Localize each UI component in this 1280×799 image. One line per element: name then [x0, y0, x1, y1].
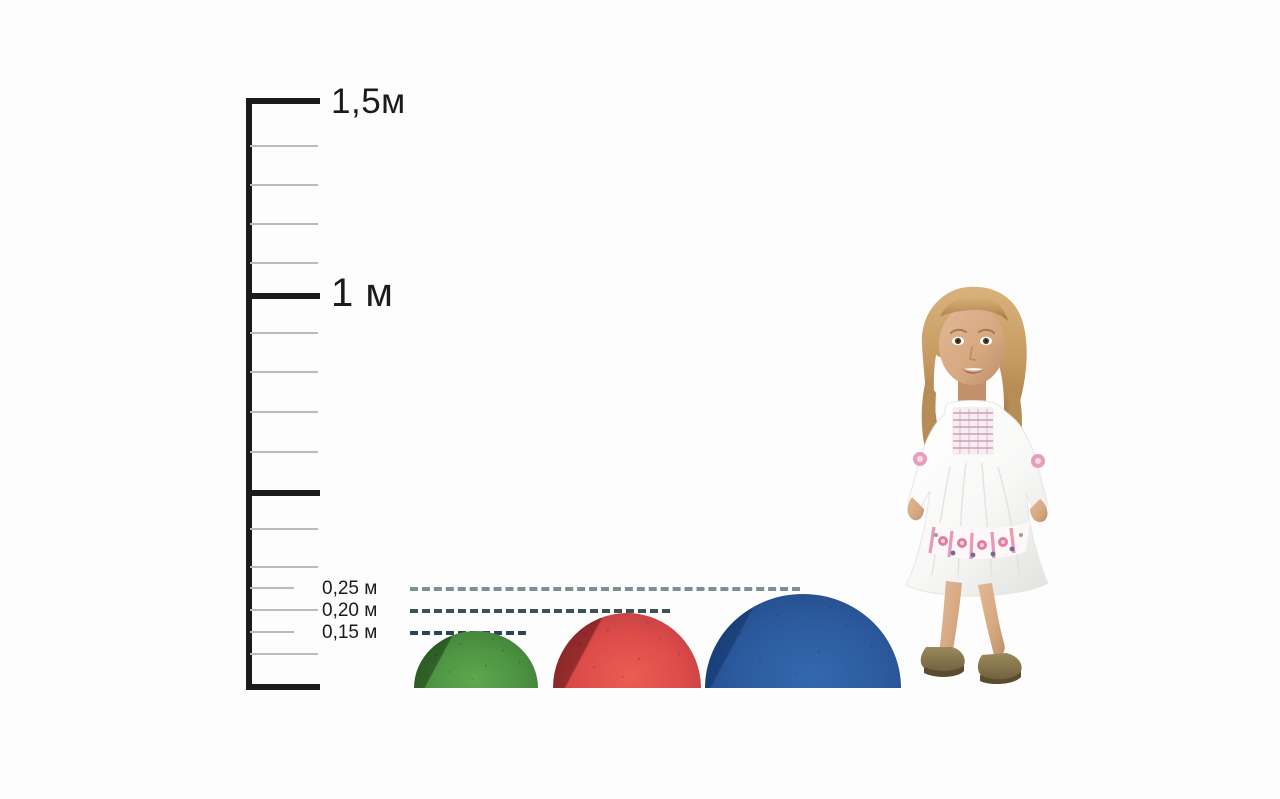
measure-label-0-20m: 0,20 м	[322, 600, 378, 621]
sleeve-flowers	[913, 452, 1045, 468]
measure-label-0-25m: 0,25 м	[322, 578, 378, 599]
height-scale-ruler	[246, 98, 321, 690]
ruler-minor-tick	[250, 566, 318, 568]
ruler-minor-tick	[250, 332, 318, 334]
ruler-minor-tick	[250, 451, 318, 453]
dome-texture	[414, 631, 538, 688]
dome-texture	[705, 594, 901, 688]
ruler-major-tick-1m	[250, 293, 320, 299]
ruler-minor-tick	[250, 528, 318, 530]
ruler-major-tick-1-5m	[250, 98, 320, 104]
ruler-minor-tick	[250, 609, 318, 611]
legs	[939, 581, 1005, 657]
ruler-minor-tick	[250, 653, 318, 655]
ruler-minor-tick	[250, 145, 318, 147]
hem-flowers	[934, 533, 1023, 558]
blue-dome	[705, 594, 901, 688]
ruler-minor-tick	[250, 371, 318, 373]
child-figure	[890, 283, 1098, 688]
guide-line-0-25m	[410, 587, 800, 591]
red-dome	[553, 613, 701, 688]
ruler-minor-tick	[250, 631, 294, 633]
ruler-spine	[246, 98, 252, 690]
guide-line-0-20m	[410, 609, 670, 613]
ruler-minor-tick	[250, 184, 318, 186]
ruler-minor-tick	[250, 411, 318, 413]
ruler-major-tick-0-5m	[250, 490, 320, 496]
ruler-minor-tick	[250, 587, 294, 589]
scale-label-1m: 1 м	[331, 271, 394, 315]
ruler-base-tick-0m	[250, 684, 320, 690]
ruler-minor-tick	[250, 262, 318, 264]
face	[939, 295, 1008, 385]
measure-label-0-15m: 0,15 м	[322, 622, 378, 643]
arms	[907, 497, 1048, 523]
green-dome	[414, 631, 538, 688]
dress	[905, 400, 1049, 597]
dome-texture	[553, 613, 701, 688]
ruler-minor-tick	[250, 223, 318, 225]
shoes	[920, 647, 1022, 685]
scale-label-1-5m: 1,5м	[331, 82, 406, 121]
